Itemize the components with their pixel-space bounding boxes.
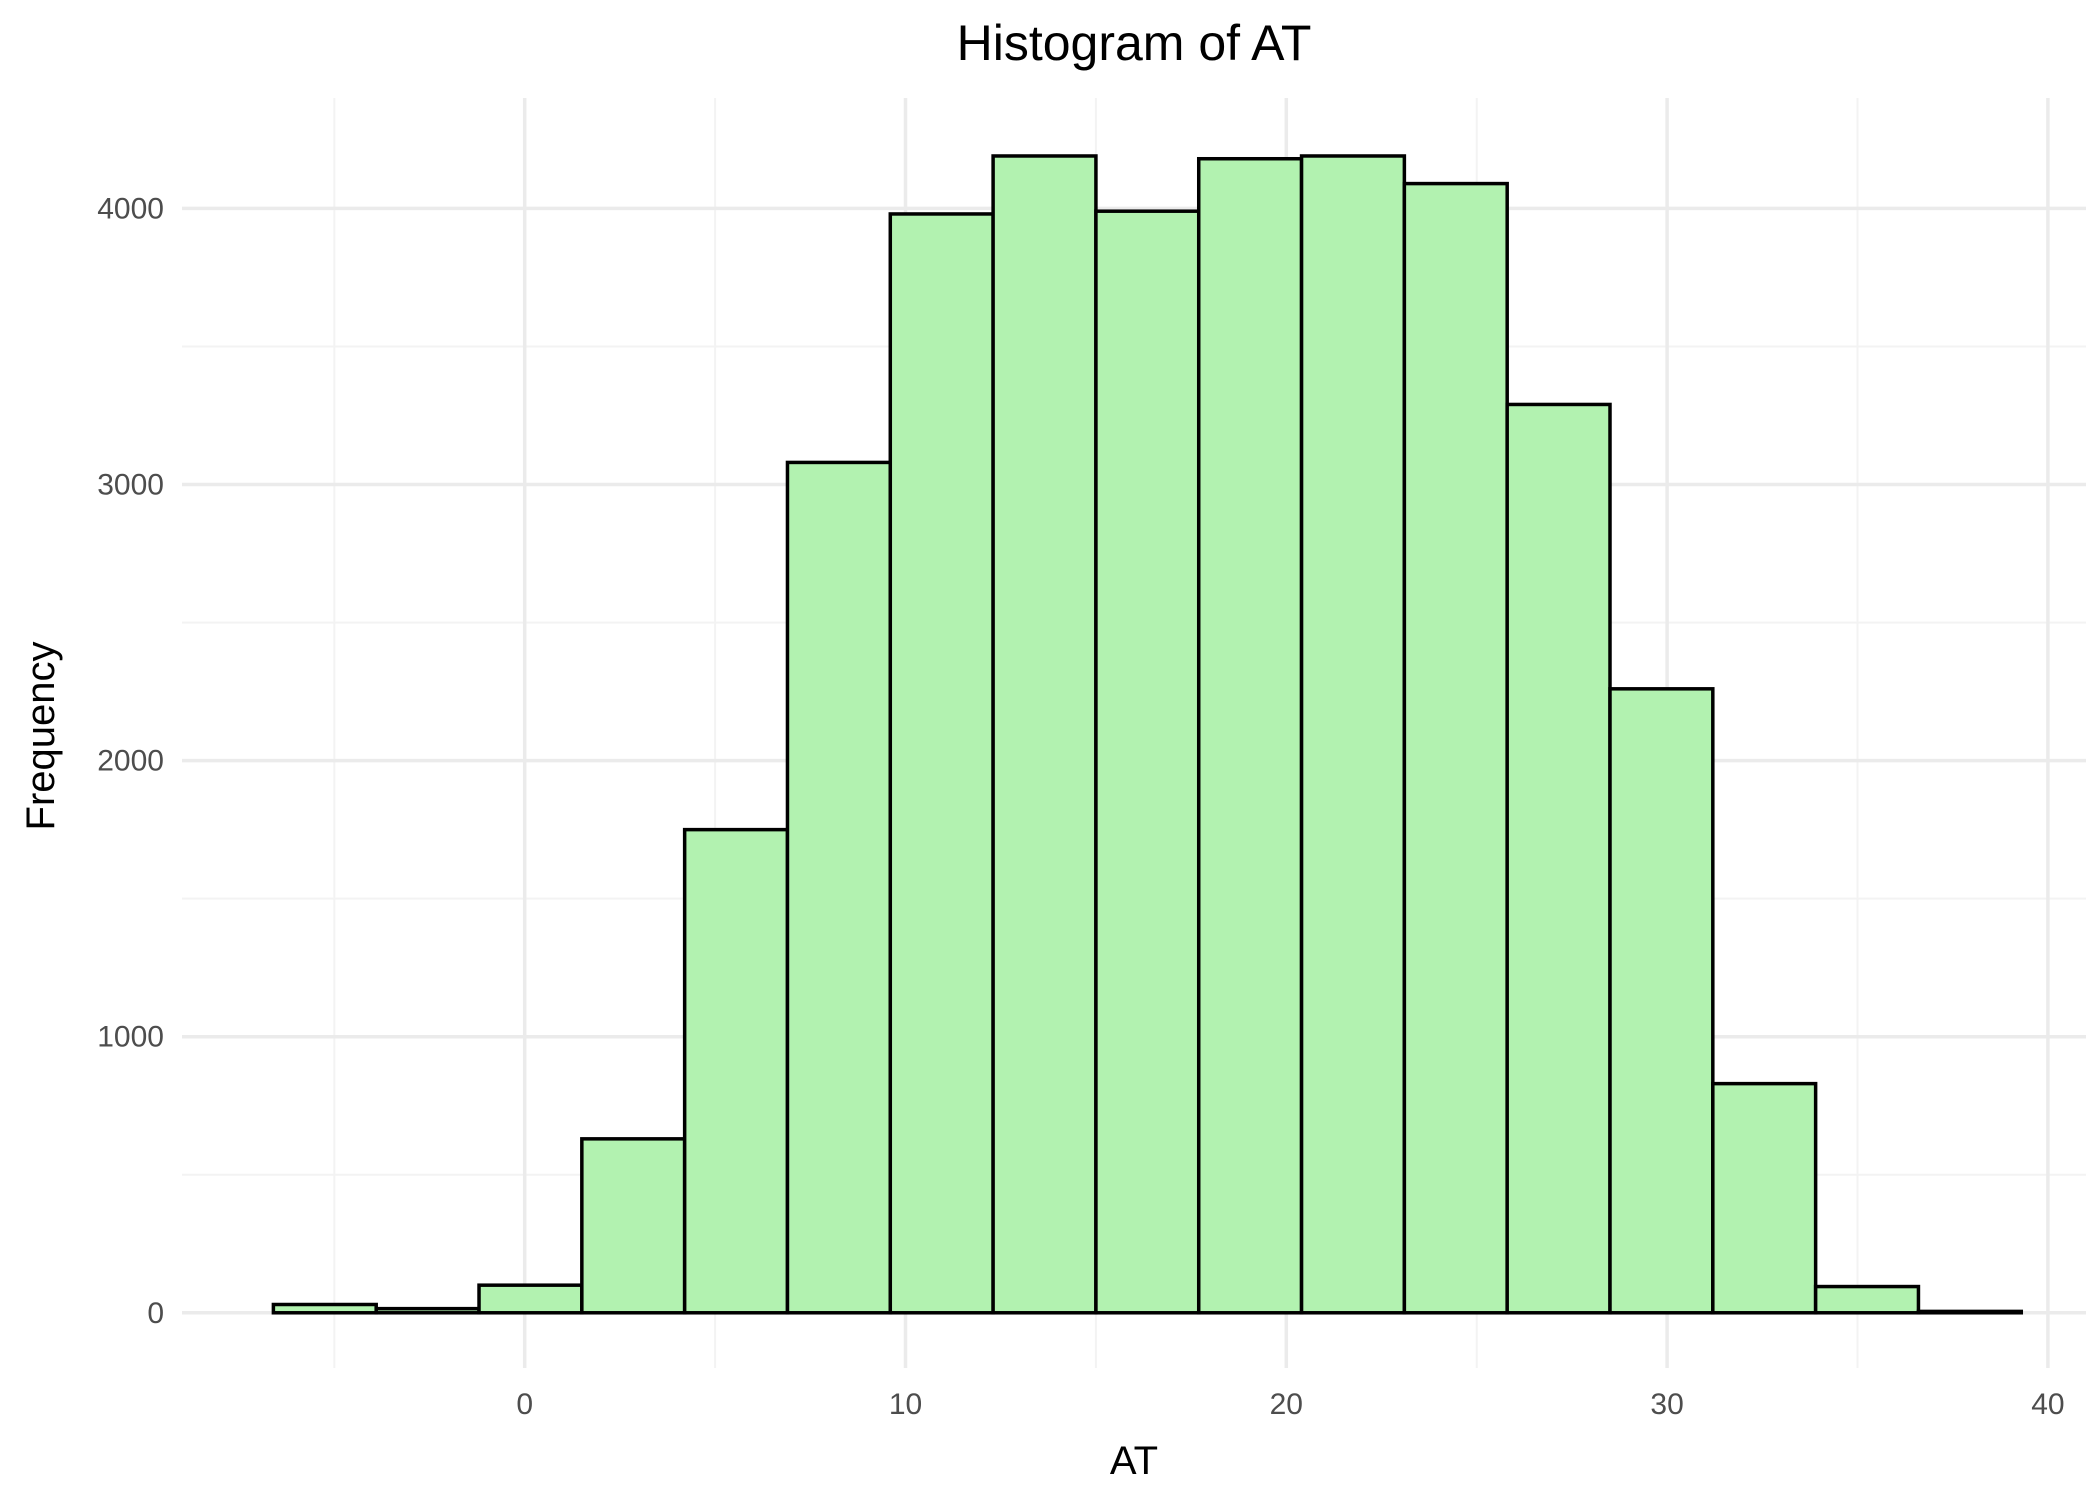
histogram-bar — [1608, 687, 1715, 1315]
x-axis-title: AT — [1110, 1439, 1158, 1483]
x-tick-label: 10 — [889, 1388, 922, 1421]
chart-title: Histogram of AT — [957, 15, 1312, 71]
histogram-bar — [1094, 209, 1201, 1315]
histogram-bar — [271, 1302, 378, 1315]
histogram-bar — [991, 154, 1098, 1315]
x-tick-label: 40 — [2031, 1388, 2064, 1421]
histogram-bar — [682, 827, 790, 1315]
histogram-bar — [1299, 154, 1407, 1315]
histogram-bar — [1916, 1309, 2024, 1315]
ticks-layer: 0 10 20 30 40 0 1000 2000 3000 4000 — [97, 192, 2064, 1421]
histogram-bar — [1711, 1081, 1818, 1315]
histogram-bar — [374, 1306, 481, 1315]
histogram-bar — [580, 1137, 687, 1315]
x-tick-label: 30 — [1650, 1388, 1683, 1421]
y-tick-label: 4000 — [97, 192, 164, 225]
histogram-bar — [1505, 402, 1612, 1315]
histogram-bar — [1402, 181, 1509, 1315]
histogram-bar — [1196, 156, 1304, 1315]
y-tick-label: 0 — [147, 1297, 164, 1330]
histogram-bar — [888, 212, 995, 1315]
y-tick-label: 3000 — [97, 469, 164, 502]
y-tick-label: 2000 — [97, 745, 164, 778]
x-tick-label: 0 — [516, 1388, 533, 1421]
histogram-bar — [477, 1283, 584, 1315]
y-axis-title: Frequency — [19, 642, 63, 831]
x-tick-label: 20 — [1270, 1388, 1303, 1421]
histogram-bar — [1813, 1284, 1921, 1315]
histogram-bar — [785, 460, 893, 1315]
bars-layer — [271, 154, 2024, 1315]
y-tick-label: 1000 — [97, 1021, 164, 1054]
